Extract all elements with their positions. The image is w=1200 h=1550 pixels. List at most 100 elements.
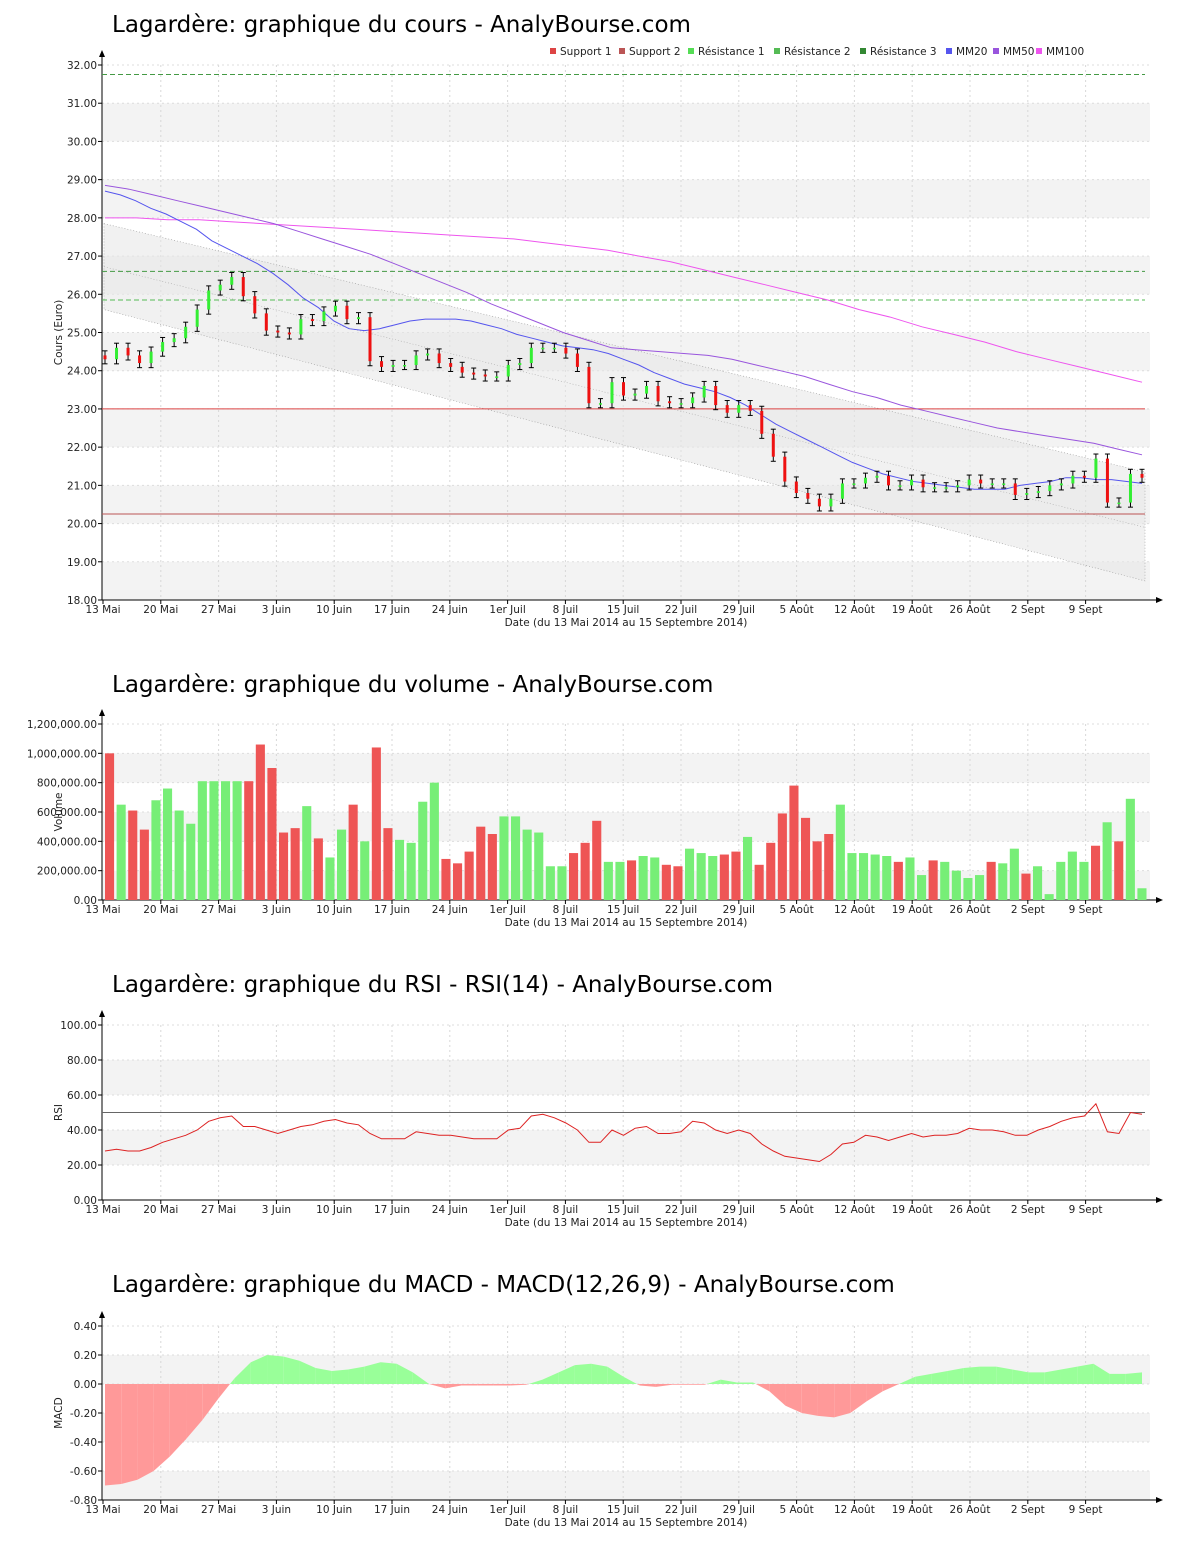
candle-body: [898, 485, 902, 487]
volume-bar: [534, 832, 544, 900]
volume-bar: [1079, 861, 1089, 900]
volume-bar: [116, 804, 126, 900]
macd-area: [186, 1384, 203, 1440]
x-tick-label: 1er Juil: [489, 1504, 525, 1516]
macd-area: [315, 1368, 332, 1384]
candle-body: [356, 317, 360, 320]
volume-bar: [395, 839, 405, 900]
macd-area: [331, 1369, 349, 1384]
volume-bar: [476, 826, 486, 900]
candle-body: [967, 479, 971, 486]
volume-bar: [1102, 822, 1112, 900]
candle-body: [449, 363, 453, 367]
volume-bar: [951, 870, 961, 900]
y-tick-label: 100.00: [60, 1020, 97, 1032]
candle-body: [414, 355, 418, 365]
volume-bar: [337, 829, 347, 900]
candle-body: [552, 347, 556, 350]
candle-body: [529, 347, 533, 364]
volume-bar: [128, 810, 138, 900]
candle-body: [518, 363, 522, 365]
legend-swatch: [774, 48, 780, 54]
macd-area: [412, 1372, 430, 1384]
macd-area: [105, 1384, 122, 1486]
y-tick-label: 20.00: [67, 1160, 97, 1172]
candle-body: [564, 347, 568, 354]
y-tick-label: 21.00: [67, 480, 97, 492]
legend-label: Résistance 3: [870, 46, 937, 58]
candle-body: [933, 487, 937, 489]
macd-area: [445, 1384, 462, 1389]
y-tick-label: -0.60: [70, 1466, 97, 1478]
grid-band: [102, 1471, 1150, 1500]
macd-area: [591, 1363, 608, 1384]
volume-bar: [789, 785, 799, 900]
volume-bar: [661, 864, 671, 900]
x-tick-label: 22 Juil: [665, 604, 697, 616]
volume-bar: [209, 781, 219, 900]
y-tick-label: 31.00: [67, 98, 97, 110]
volume-bar: [743, 836, 753, 900]
x-tick-label: 26 Août: [950, 1504, 991, 1516]
x-tick-label: 19 Août: [892, 1204, 933, 1216]
candle-body: [391, 364, 395, 367]
legend-item: Support 1: [550, 46, 612, 58]
volume-bar: [1091, 845, 1101, 900]
volume-bar: [882, 856, 892, 900]
volume-bar: [232, 781, 242, 900]
x-tick-label: 9 Sept: [1069, 1204, 1103, 1216]
candle-body: [287, 332, 291, 335]
candle-body: [771, 433, 775, 457]
candle-body: [333, 305, 337, 312]
macd-area: [380, 1362, 397, 1384]
x-tick-label: 17 Juin: [374, 604, 410, 616]
candle-body: [702, 386, 706, 398]
x-tick-label: 12 Août: [834, 1504, 875, 1516]
y-tick-label: 0.00: [74, 1379, 97, 1391]
macd-area: [637, 1384, 640, 1386]
volume-bar: [731, 851, 741, 900]
x-tick-label: 3 Juin: [262, 1504, 291, 1516]
candle-body: [1082, 475, 1086, 478]
x-axis-arrow: [1156, 1497, 1163, 1503]
volume-bar: [302, 806, 312, 900]
macd-area: [672, 1384, 689, 1385]
regression-channel: [103, 223, 1146, 582]
candle-body: [426, 353, 430, 356]
volume-bar: [847, 853, 857, 900]
volume-bar: [487, 834, 497, 900]
volume-bar: [975, 875, 985, 900]
candle-body: [230, 277, 234, 285]
x-tick-label: 15 Juil: [607, 1204, 639, 1216]
x-tick-label: 19 Août: [892, 904, 933, 916]
volume-chart-title: Lagardère: graphique du volume - AnalyBo…: [112, 672, 714, 698]
candle-body: [840, 483, 844, 499]
x-tick-label: 5 Août: [779, 1204, 813, 1216]
price-chart: 18.00 19.00 20.00 21.00 22.00 23.00 24.00 25.00…: [53, 46, 1163, 629]
macd-area: [706, 1379, 721, 1384]
x-tick-label: 1er Juil: [489, 904, 525, 916]
x-tick-label: 27 Mai: [201, 1204, 236, 1216]
candle-body: [1036, 491, 1040, 493]
volume-bar: [511, 816, 521, 900]
macd-area: [785, 1384, 802, 1413]
volume-bar: [1067, 851, 1077, 900]
macd-area: [429, 1384, 446, 1389]
x-tick-label: 19 Août: [892, 1504, 933, 1516]
macd-area: [623, 1376, 638, 1384]
candle-body: [483, 374, 487, 377]
macd-area: [979, 1366, 997, 1384]
macd-area: [169, 1384, 187, 1457]
y-tick-label: -0.20: [70, 1408, 97, 1420]
candle-body: [264, 313, 268, 331]
macd-area: [574, 1363, 592, 1384]
candle-body: [195, 309, 199, 327]
candle-body: [310, 319, 314, 322]
candle-body: [633, 393, 637, 396]
macd-area: [915, 1373, 932, 1384]
y-axis-arrow: [99, 1010, 105, 1017]
y-tick-label: -0.40: [70, 1437, 97, 1449]
candle-body: [472, 372, 476, 375]
macd-area: [234, 1362, 251, 1384]
candle-body: [1002, 483, 1006, 485]
